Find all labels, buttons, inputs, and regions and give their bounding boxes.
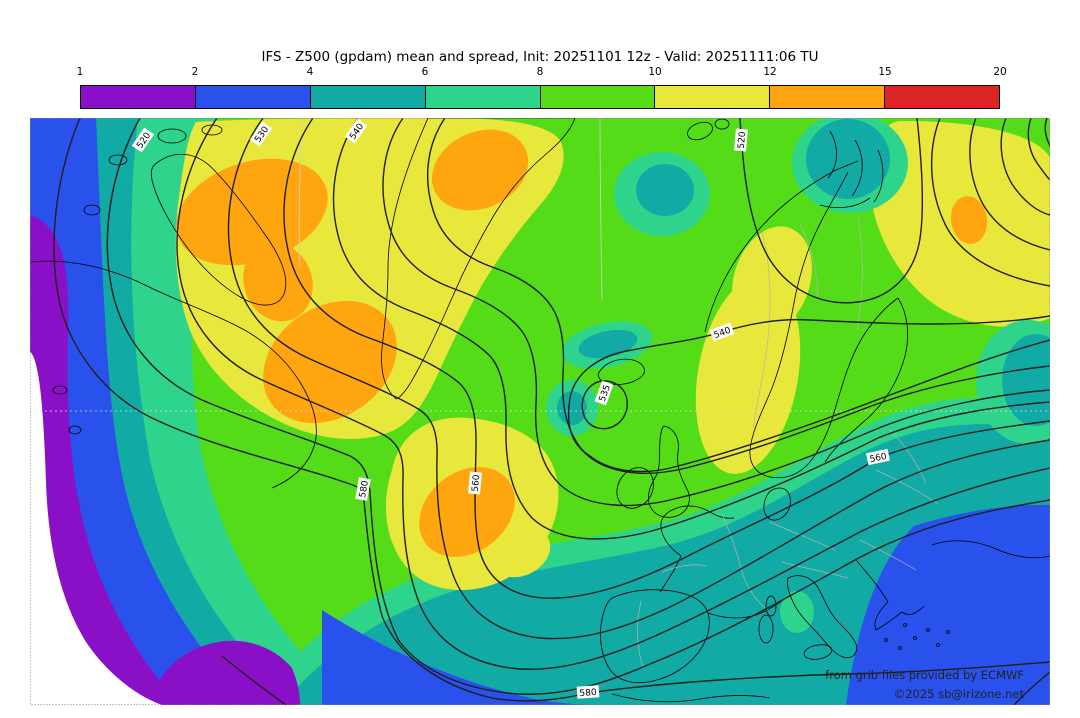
colorbar-segment <box>655 86 771 108</box>
colorbar-tick: 12 <box>763 66 777 78</box>
colorbar-segment <box>540 86 656 108</box>
colorbar-tick: 4 <box>306 66 314 78</box>
page-title: IFS - Z500 (gpdam) mean and spread, Init… <box>261 49 819 65</box>
svg-text:560: 560 <box>471 474 482 492</box>
svg-text:580: 580 <box>358 480 371 499</box>
spread-fill-bottom-bands <box>148 397 1050 705</box>
colorbar-segment <box>81 86 196 108</box>
projection-boundary <box>30 352 162 705</box>
colorbar-tick: 15 <box>878 66 892 78</box>
colorbar-segment <box>310 86 426 108</box>
colorbar-segment <box>885 86 999 108</box>
attribution-source: from grib files provided by ECMWF <box>825 668 1024 682</box>
contour-label: 580 <box>576 685 600 699</box>
z500-contours <box>53 118 1050 705</box>
colorbar-segment <box>195 86 311 108</box>
svg-text:520: 520 <box>737 131 748 149</box>
contour-label: 560 <box>865 448 891 466</box>
graticule <box>30 118 1050 412</box>
contour-label: 520 <box>734 128 748 152</box>
svg-text:580: 580 <box>579 688 597 699</box>
colorbar-tick: 10 <box>648 66 662 78</box>
colorbar-tick: 20 <box>993 66 1007 78</box>
colorbar-tick: 8 <box>536 66 544 78</box>
colorbar-tick-labels: 1 2 4 6 8 10 12 15 20 <box>76 66 1007 80</box>
colorbar-tick: 6 <box>421 66 429 78</box>
contour-label: 560 <box>468 471 482 495</box>
colorbar-tick: 1 <box>76 66 84 78</box>
spread-fill-teal-spots <box>546 118 1050 633</box>
contour-label: 580 <box>355 477 371 501</box>
map-frame <box>30 118 1050 705</box>
svg-text:560: 560 <box>869 452 888 465</box>
spread-fill-yellow-orange <box>175 118 1050 590</box>
colorbar <box>80 85 1000 109</box>
colorbar-segment <box>770 86 886 108</box>
country-borders <box>637 217 939 668</box>
attribution-copyright: ©2025 sb@irizone.net <box>893 687 1024 701</box>
colorbar-tick: 2 <box>191 66 199 78</box>
colorbar-segment <box>425 86 541 108</box>
